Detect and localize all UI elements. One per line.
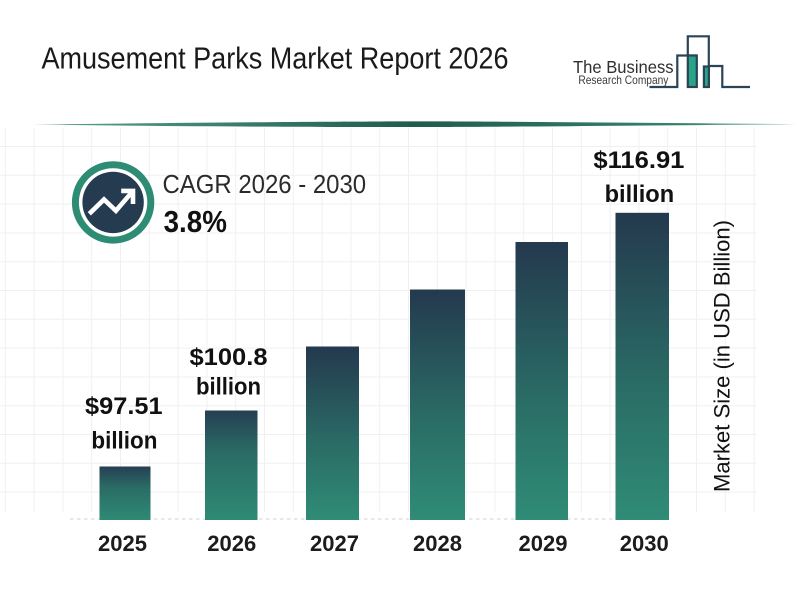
svg-text:2030: 2030 bbox=[620, 531, 669, 556]
svg-text:The Business: The Business bbox=[573, 57, 674, 77]
svg-text:2026: 2026 bbox=[207, 531, 256, 556]
svg-text:Research Company: Research Company bbox=[578, 73, 668, 87]
svg-text:CAGR 2026 - 2030: CAGR 2026 - 2030 bbox=[163, 171, 367, 199]
svg-text:Market Size (in USD Billion): Market Size (in USD Billion) bbox=[710, 220, 735, 492]
svg-text:$116.91: $116.91 bbox=[593, 147, 684, 174]
svg-text:billion: billion bbox=[91, 428, 157, 455]
svg-text:3.8%: 3.8% bbox=[164, 205, 227, 239]
svg-text:$100.8: $100.8 bbox=[190, 344, 268, 371]
svg-text:billion: billion bbox=[605, 181, 675, 208]
svg-text:billion: billion bbox=[196, 374, 261, 401]
svg-text:2027: 2027 bbox=[310, 531, 359, 556]
svg-text:Amusement Parks Market Report: Amusement Parks Market Report 2026 bbox=[42, 41, 509, 76]
svg-text:2029: 2029 bbox=[519, 531, 568, 556]
svg-text:2028: 2028 bbox=[413, 531, 462, 556]
svg-text:2025: 2025 bbox=[98, 531, 147, 556]
svg-text:$97.51: $97.51 bbox=[85, 393, 163, 420]
